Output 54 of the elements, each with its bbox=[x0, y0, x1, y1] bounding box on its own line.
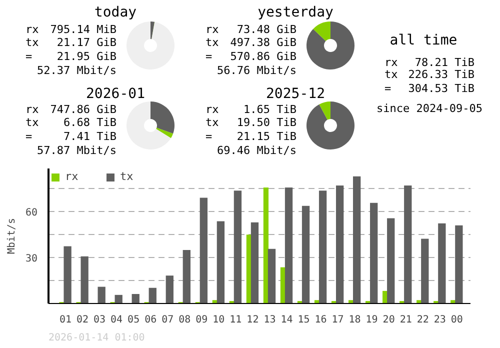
text: rx 78.21 TiB bbox=[384, 56, 475, 69]
text: 57.87 Mbit/s bbox=[37, 144, 117, 157]
legend-label: rx bbox=[65, 170, 80, 183]
text: tx 226.33 TiB bbox=[384, 68, 475, 81]
legend-label: tx bbox=[120, 170, 134, 183]
x-tick-label: 21 bbox=[400, 314, 412, 326]
text: tx 497.38 GiB bbox=[206, 36, 297, 49]
x-tick-label: 02 bbox=[76, 314, 89, 326]
text: = 21.15 TiB bbox=[206, 130, 297, 143]
text: rx 73.48 GiB bbox=[206, 23, 297, 36]
x-tick-label: 07 bbox=[162, 314, 174, 326]
text: = 304.53 TiB bbox=[384, 82, 475, 95]
x-tick-label: 19 bbox=[366, 314, 378, 326]
text: tx 6.68 TiB bbox=[26, 116, 117, 129]
x-tick-label: 18 bbox=[348, 314, 361, 326]
text: tx 19.50 TiB bbox=[206, 116, 297, 129]
x-tick-label: 15 bbox=[298, 314, 310, 326]
text: rx 795.14 MiB bbox=[26, 23, 117, 36]
x-tick-label: 20 bbox=[382, 314, 395, 326]
chart-title: yesterday bbox=[258, 4, 334, 20]
text: 52.37 Mbit/s bbox=[37, 64, 117, 77]
x-tick-label: 00 bbox=[450, 314, 463, 326]
x-tick-label: 03 bbox=[94, 314, 106, 326]
y-tick-label: 30 bbox=[25, 253, 38, 264]
text: = 21.95 GiB bbox=[26, 50, 117, 63]
x-tick-label: 08 bbox=[178, 314, 191, 326]
chart-title: 2026-01 bbox=[86, 86, 146, 102]
x-tick-label: 10 bbox=[212, 314, 225, 326]
text: rx 747.86 GiB bbox=[26, 103, 117, 116]
chart-title: 2025-12 bbox=[266, 86, 326, 102]
y-axis-title: Mbit/s bbox=[6, 218, 18, 254]
x-tick-label: 14 bbox=[280, 314, 293, 326]
text: tx 21.17 GiB bbox=[26, 36, 117, 49]
x-tick-label: 09 bbox=[196, 314, 208, 326]
x-tick-label: 16 bbox=[314, 314, 327, 326]
x-tick-label: 01 bbox=[59, 314, 72, 326]
x-tick-label: 23 bbox=[434, 314, 446, 326]
x-tick-label: 13 bbox=[264, 314, 276, 326]
text: 56.76 Mbit/s bbox=[217, 64, 297, 77]
x-tick-label: 04 bbox=[110, 314, 123, 326]
text: 69.46 Mbit/s bbox=[217, 144, 297, 157]
x-tick-label: 11 bbox=[230, 314, 242, 326]
x-tick-label: 05 bbox=[128, 314, 140, 326]
chart-title: today bbox=[94, 4, 137, 20]
text: rx 1.65 TiB bbox=[206, 103, 297, 116]
x-tick-label: 06 bbox=[144, 314, 157, 326]
x-tick-label: 12 bbox=[246, 314, 259, 326]
text: all time bbox=[390, 32, 458, 48]
y-tick-label: 60 bbox=[25, 207, 38, 218]
text: = 570.86 GiB bbox=[206, 50, 297, 63]
text: since 2024-09-05 bbox=[376, 102, 482, 115]
x-tick-label: 17 bbox=[332, 314, 344, 326]
x-tick-label: 22 bbox=[416, 314, 429, 326]
text: = 7.41 TiB bbox=[26, 130, 117, 143]
